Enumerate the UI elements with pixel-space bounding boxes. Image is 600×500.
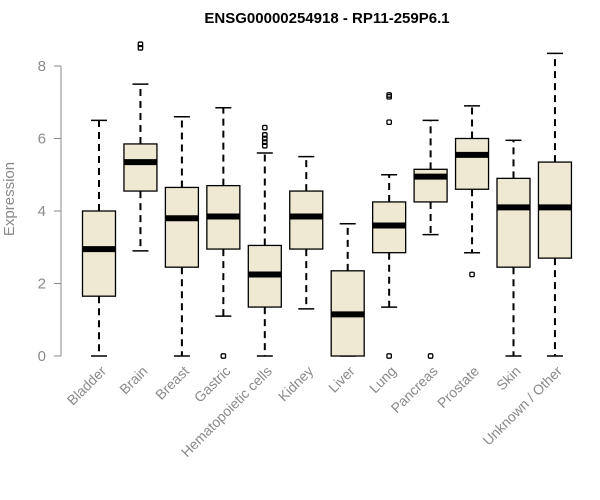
y-tick-label: 8 bbox=[38, 58, 46, 75]
y-tick-label: 2 bbox=[38, 276, 46, 293]
box-liver bbox=[330, 222, 365, 357]
outlier-point bbox=[469, 271, 475, 278]
box-iqr bbox=[164, 186, 200, 268]
outlier-point bbox=[220, 353, 227, 359]
box-lung bbox=[371, 92, 407, 359]
box-brain bbox=[123, 41, 158, 252]
y-axis-label: Expression bbox=[1, 162, 18, 236]
outlier-point bbox=[427, 353, 434, 359]
x-tick-label-kidney: Kidney bbox=[275, 363, 317, 405]
box-iqr bbox=[454, 137, 490, 190]
outlier-point bbox=[137, 41, 144, 48]
box-hematopoietic-cells bbox=[247, 124, 282, 357]
box-prostate bbox=[454, 105, 490, 278]
box-unknown-other bbox=[537, 52, 573, 357]
box-gastric bbox=[206, 106, 241, 359]
box-skin bbox=[496, 139, 531, 357]
box-kidney bbox=[289, 155, 324, 310]
x-tick-label-prostate: Prostate bbox=[434, 363, 482, 411]
x-tick-label-liver: Liver bbox=[325, 363, 358, 396]
box-breast bbox=[164, 116, 200, 357]
outlier-point bbox=[261, 124, 268, 131]
box-iqr bbox=[123, 143, 158, 192]
outlier-point bbox=[261, 132, 268, 138]
box-bladder bbox=[81, 119, 117, 357]
x-tick-label-bladder: Bladder bbox=[64, 363, 110, 409]
outlier-point bbox=[261, 142, 268, 149]
box-pancreas bbox=[413, 119, 448, 359]
boxes-group bbox=[81, 41, 573, 359]
x-tick-label-brain: Brain bbox=[116, 363, 150, 397]
x-tick-label-lung: Lung bbox=[366, 363, 399, 396]
outlier-point bbox=[137, 45, 144, 51]
outlier-point bbox=[386, 92, 393, 98]
outlier-point bbox=[261, 139, 268, 145]
box-iqr bbox=[289, 190, 324, 250]
x-tick-label-unknown-other: Unknown / Other bbox=[479, 363, 565, 449]
box-iqr bbox=[496, 177, 531, 268]
box-iqr bbox=[81, 210, 117, 297]
y-tick-label: 0 bbox=[38, 348, 46, 365]
chart-title: ENSG00000254918 - RP11-259P6.1 bbox=[204, 10, 449, 27]
outlier-point bbox=[386, 353, 393, 359]
outlier-point bbox=[386, 119, 393, 126]
outlier-point bbox=[261, 135, 268, 142]
y-axis: 0 2 4 6 8 bbox=[38, 58, 62, 365]
y-tick-label: 4 bbox=[38, 203, 46, 220]
x-tick-label-skin: Skin bbox=[493, 363, 524, 394]
x-tick-label-breast: Breast bbox=[152, 363, 192, 403]
y-tick-label: 6 bbox=[38, 131, 46, 148]
